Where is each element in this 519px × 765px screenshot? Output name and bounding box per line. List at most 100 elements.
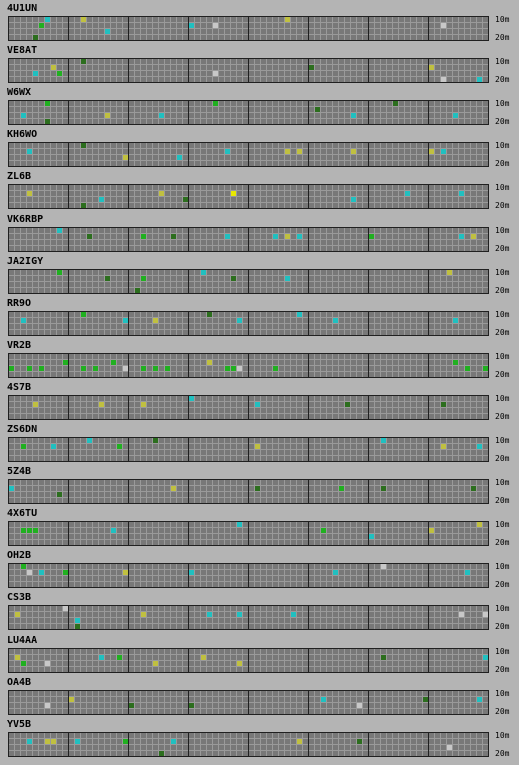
section-divider <box>188 689 189 715</box>
spot-cell <box>171 486 176 492</box>
beacon-row: W6WX 10m 20m <box>0 84 519 126</box>
spot-cell <box>459 612 464 618</box>
section-divider <box>188 310 189 336</box>
spot-cell <box>381 486 386 492</box>
beacon-grid <box>8 226 489 252</box>
band-label-10m: 10m <box>495 183 510 193</box>
section-divider <box>308 647 309 673</box>
spot-cell <box>453 359 458 365</box>
section-divider <box>128 731 129 757</box>
beacon-row: OA4B 10m 20m <box>0 674 519 716</box>
spot-cell <box>123 155 128 161</box>
section-divider <box>128 310 129 336</box>
grid-top-border <box>8 268 489 270</box>
spot-cell <box>129 702 134 708</box>
section-divider <box>368 16 369 41</box>
spot-cell <box>21 113 26 119</box>
beacon-row: ZS6DN 10m 20m <box>0 421 519 463</box>
section-divider <box>128 226 129 252</box>
grid-bottom-border <box>8 545 489 547</box>
section-divider <box>128 58 129 84</box>
band-label-20m: 20m <box>495 117 510 127</box>
beacon-callsign: 4U1UN <box>7 3 38 14</box>
section-divider <box>188 352 189 378</box>
grid-top-border <box>8 142 489 144</box>
section-divider <box>188 731 189 757</box>
spot-cell <box>231 275 236 281</box>
spot-cell <box>255 444 260 449</box>
section-divider <box>488 268 489 294</box>
spot-cell <box>471 233 476 239</box>
spot-cell <box>483 612 488 618</box>
spot-cell <box>81 59 86 65</box>
section-divider <box>368 647 369 673</box>
spot-cell <box>51 65 56 71</box>
section-divider <box>428 142 429 168</box>
spot-cell <box>159 113 164 119</box>
spot-cell <box>33 528 38 534</box>
section-divider <box>68 605 69 631</box>
beacon-callsign: VE8AT <box>7 45 38 57</box>
section-divider <box>188 563 189 589</box>
spot-cell <box>429 65 434 71</box>
beacon-row: VE8AT 10m 20m <box>0 42 519 84</box>
section-divider <box>248 226 249 252</box>
section-divider <box>8 142 9 168</box>
beacon-row: JA2IGY 10m 20m <box>0 253 519 295</box>
section-divider <box>248 437 249 462</box>
section-divider <box>308 394 309 420</box>
spot-cell <box>165 365 170 371</box>
section-divider <box>248 605 249 631</box>
section-divider <box>8 521 9 547</box>
beacon-callsign: ZL6B <box>7 171 32 183</box>
spot-cell <box>111 359 116 365</box>
spot-cell <box>465 365 470 371</box>
section-divider <box>308 226 309 252</box>
beacon-row: OH2B 10m 20m <box>0 547 519 589</box>
section-divider <box>308 142 309 168</box>
section-divider <box>128 437 129 462</box>
grid-top-border <box>8 184 489 186</box>
spot-cell <box>99 654 104 660</box>
section-divider <box>368 310 369 336</box>
spot-cell <box>75 624 80 630</box>
beacon-row: VR2B 10m 20m <box>0 337 519 379</box>
spot-cell <box>141 275 146 281</box>
section-divider <box>248 184 249 210</box>
section-divider <box>248 352 249 378</box>
band-label-10m: 10m <box>495 141 510 151</box>
spot-cell <box>393 101 398 107</box>
section-divider <box>128 268 129 294</box>
section-divider <box>128 521 129 547</box>
section-divider <box>428 437 429 462</box>
band-label-20m: 20m <box>495 285 510 295</box>
beacon-row: 4U1UN 10m 20m <box>0 0 519 42</box>
spot-cell <box>381 654 386 660</box>
band-label-10m: 10m <box>495 562 510 572</box>
section-divider <box>128 16 129 41</box>
section-divider <box>68 689 69 715</box>
grid-bottom-border <box>8 503 489 505</box>
spot-cell <box>477 77 482 83</box>
section-divider <box>248 268 249 294</box>
beacon-grid <box>8 100 489 126</box>
spot-cell <box>285 149 290 155</box>
section-divider <box>428 605 429 631</box>
spot-cell <box>57 492 62 498</box>
section-divider <box>488 689 489 715</box>
band-label-10m: 10m <box>495 730 510 740</box>
beacon-callsign: RR9O <box>7 297 32 309</box>
spot-cell <box>171 233 176 239</box>
section-divider <box>248 16 249 41</box>
section-divider <box>308 605 309 631</box>
section-divider <box>248 310 249 336</box>
section-divider <box>68 563 69 589</box>
section-divider <box>248 394 249 420</box>
section-divider <box>428 226 429 252</box>
beacon-row: ZL6B 10m 20m <box>0 168 519 210</box>
beacon-callsign: YV5B <box>7 718 32 730</box>
spot-cell <box>63 606 68 612</box>
section-divider <box>428 647 429 673</box>
section-divider <box>188 647 189 673</box>
